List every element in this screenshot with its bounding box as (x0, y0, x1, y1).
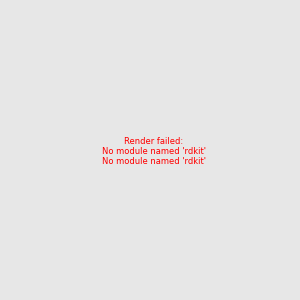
Text: Render failed:
No module named 'rdkit'
No module named 'rdkit': Render failed: No module named 'rdkit' N… (102, 136, 206, 166)
